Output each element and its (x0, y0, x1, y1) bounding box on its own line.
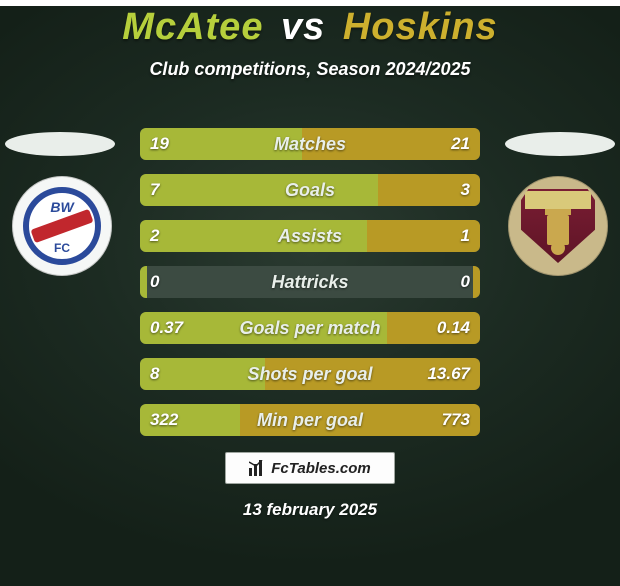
stat-bar: Assists2 1 (140, 220, 480, 252)
fctables-logo-text: FcTables.com (271, 460, 370, 477)
ntfc-crest-art (519, 187, 597, 265)
stat-bar: Goals per match0.37 0.14 (140, 312, 480, 344)
page-title: McAtee vs Hoskins (0, 6, 620, 49)
stat-value-left: 322 (150, 404, 178, 436)
content-root: McAtee vs Hoskins Club competitions, Sea… (0, 6, 620, 586)
stat-label: Matches (140, 128, 480, 160)
stat-bar: Goals7 3 (140, 174, 480, 206)
stat-label: Assists (140, 220, 480, 252)
club-crest-right (508, 176, 608, 276)
stat-label: Goals (140, 174, 480, 206)
stat-label: Goals per match (140, 312, 480, 344)
stat-value-left: 8 (150, 358, 159, 390)
bar-chart-icon (249, 460, 267, 476)
stat-bar: Min per goal322 773 (140, 404, 480, 436)
date-text: 13 february 2025 (0, 500, 620, 520)
stat-value-left: 7 (150, 174, 159, 206)
ellipse-left (5, 132, 115, 156)
stat-value-left: 2 (150, 220, 159, 252)
stat-value-right: 1 (461, 220, 470, 252)
stat-label: Hattricks (140, 266, 480, 298)
stat-value-left: 19 (150, 128, 169, 160)
title-player2: Hoskins (343, 6, 498, 48)
stat-value-right: 0 (461, 266, 470, 298)
stat-value-right: 0.14 (437, 312, 470, 344)
ellipse-right (505, 132, 615, 156)
fctables-logo[interactable]: FcTables.com (225, 452, 395, 484)
stats-bars: Matches1921Goals73Assists21Hattricks00Go… (140, 128, 480, 436)
stat-bar: Matches19 21 (140, 128, 480, 160)
subtitle: Club competitions, Season 2024/2025 (0, 59, 620, 80)
stat-value-left: 0.37 (150, 312, 183, 344)
bwfc-crest-art: BW FC (23, 187, 101, 265)
stat-bar: Shots per goal813.67 (140, 358, 480, 390)
stat-value-left: 0 (150, 266, 159, 298)
stat-value-right: 773 (442, 404, 470, 436)
stat-value-right: 13.67 (427, 358, 470, 390)
stat-label: Min per goal (140, 404, 480, 436)
club-crest-left: BW FC (12, 176, 112, 276)
title-vs: vs (281, 6, 325, 48)
stat-bar: Hattricks0 0 (140, 266, 480, 298)
stat-value-right: 21 (451, 128, 470, 160)
title-player1: McAtee (122, 6, 263, 48)
stat-value-right: 3 (461, 174, 470, 206)
